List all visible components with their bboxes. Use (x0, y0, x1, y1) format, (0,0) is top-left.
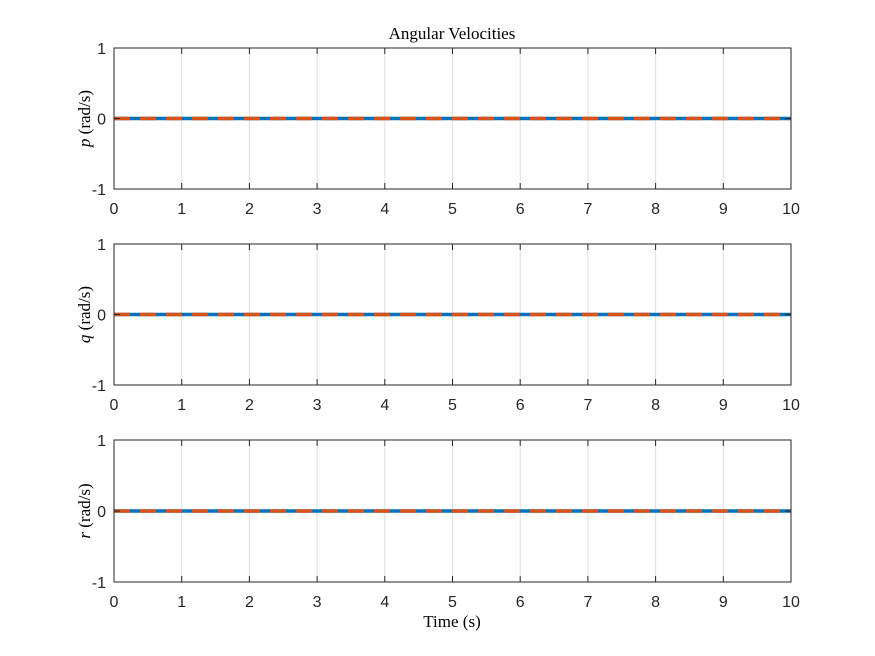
x-tick-label: 6 (516, 594, 525, 611)
x-tick-label: 0 (110, 397, 119, 414)
x-tick-label: 4 (380, 397, 389, 414)
x-tick-label: 4 (380, 201, 389, 218)
x-tick-label: 9 (719, 594, 728, 611)
y-tick-label: -1 (92, 575, 106, 592)
x-tick-label: 8 (651, 594, 660, 611)
y-axis-variable: p (75, 139, 94, 149)
y-tick-label: 0 (97, 504, 106, 521)
x-tick-label: 8 (651, 201, 660, 218)
x-tick-label: 6 (516, 201, 525, 218)
x-tick-label: 10 (782, 397, 800, 414)
x-tick-label: 0 (110, 594, 119, 611)
y-axis-unit: (rad/s) (75, 90, 94, 139)
x-tick-label: 7 (583, 594, 592, 611)
x-tick-label: 2 (245, 397, 254, 414)
x-tick-label: 5 (448, 594, 457, 611)
x-axis-label: Time (s) (423, 612, 480, 631)
x-tick-label: 7 (583, 201, 592, 218)
y-axis-variable: q (75, 334, 94, 343)
x-tick-label: 1 (177, 594, 186, 611)
x-tick-label: 1 (177, 201, 186, 218)
x-tick-label: 0 (110, 201, 119, 218)
y-tick-label: 0 (97, 112, 106, 129)
x-tick-label: 3 (313, 201, 322, 218)
y-tick-label: 0 (97, 308, 106, 325)
x-tick-label: 2 (245, 594, 254, 611)
x-tick-label: 5 (448, 397, 457, 414)
x-tick-label: 6 (516, 397, 525, 414)
x-tick-label: 9 (719, 397, 728, 414)
y-tick-label: -1 (92, 182, 106, 199)
x-tick-label: 10 (782, 594, 800, 611)
x-tick-label: 5 (448, 201, 457, 218)
y-axis-variable: r (75, 532, 94, 539)
x-tick-label: 7 (583, 397, 592, 414)
x-tick-label: 1 (177, 397, 186, 414)
x-tick-label: 8 (651, 397, 660, 414)
y-axis-label: p (rad/s) (75, 90, 94, 148)
y-tick-label: 1 (97, 237, 106, 254)
y-tick-label: 1 (97, 433, 106, 450)
chart-title: Angular Velocities (389, 24, 516, 43)
y-axis-label: q (rad/s) (75, 286, 94, 343)
y-axis-label: r (rad/s) (75, 483, 94, 538)
y-tick-label: -1 (92, 378, 106, 395)
x-tick-label: 9 (719, 201, 728, 218)
y-tick-label: 1 (97, 41, 106, 58)
x-tick-label: 4 (380, 594, 389, 611)
y-axis-unit: (rad/s) (75, 483, 94, 532)
y-axis-unit: (rad/s) (75, 286, 94, 335)
x-tick-label: 10 (782, 201, 800, 218)
x-tick-label: 2 (245, 201, 254, 218)
x-tick-label: 3 (313, 594, 322, 611)
x-tick-label: 3 (313, 397, 322, 414)
